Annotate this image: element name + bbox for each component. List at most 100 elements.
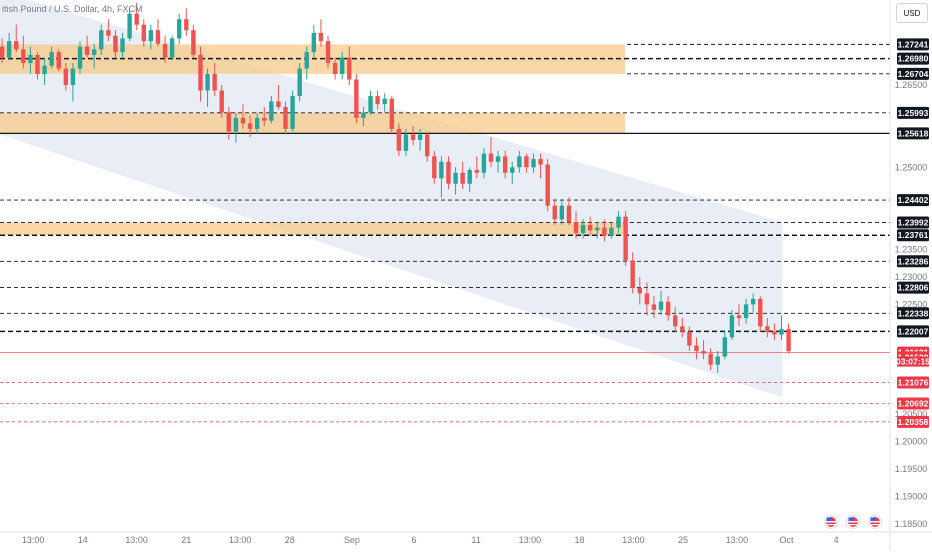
candle-body: [481, 153, 487, 173]
price-tag: 1.23761: [897, 229, 929, 242]
candle: [722, 331, 728, 360]
candle: [141, 19, 146, 47]
candle: [375, 90, 380, 110]
price-tag-box: [897, 194, 929, 207]
candle: [155, 19, 161, 47]
candle-body: [687, 331, 692, 346]
y-tick-label: 1.26500: [895, 80, 928, 90]
candle-body: [495, 156, 501, 162]
price-tag: 1.21076: [897, 376, 929, 389]
candle: [177, 13, 182, 44]
candle: [191, 24, 196, 58]
candle: [566, 197, 572, 225]
price-tag: 1.23992: [897, 216, 929, 229]
candle: [616, 211, 621, 234]
candle-body: [332, 63, 338, 75]
candle-body: [665, 301, 671, 316]
candle-body: [765, 326, 770, 332]
candle-body: [325, 41, 331, 64]
candle: [254, 112, 260, 135]
candle-body: [559, 205, 565, 220]
candle: [113, 30, 118, 58]
candle: [743, 298, 749, 324]
candle: [439, 156, 444, 198]
candle-body: [545, 164, 550, 206]
candle: [269, 95, 274, 124]
candle-body: [701, 351, 706, 354]
candle: [56, 49, 61, 72]
candle: [587, 216, 593, 236]
candle: [680, 318, 685, 338]
candle-body: [616, 216, 621, 228]
candle-body: [566, 205, 572, 223]
candle: [325, 35, 331, 69]
candle-body: [460, 172, 465, 184]
y-tick-label: 1.20000: [895, 437, 928, 447]
candle: [495, 150, 501, 173]
candle: [21, 35, 26, 69]
candle-body: [91, 49, 97, 55]
x-tick-label: 21: [181, 535, 191, 545]
candle-body: [658, 301, 664, 310]
candle-body: [127, 13, 132, 39]
y-tick-label: 1.23500: [895, 245, 928, 255]
candle: [665, 296, 671, 321]
candle: [389, 95, 394, 135]
candle: [715, 351, 720, 373]
price-tag: 1.26980: [897, 52, 929, 65]
candle-body: [106, 30, 111, 36]
candle: [169, 35, 175, 61]
flag-stripe: [870, 524, 880, 526]
x-tick-label: 13:00: [125, 535, 148, 545]
candle: [42, 57, 47, 86]
candle: [148, 24, 154, 50]
price-tag: 1.23286: [897, 255, 929, 268]
candle-body: [410, 134, 416, 140]
candle: [318, 19, 324, 47]
candle: [453, 167, 458, 195]
candle: [297, 63, 302, 102]
candle-body: [538, 159, 543, 165]
candle: [77, 41, 83, 75]
candle-body: [318, 32, 324, 42]
candle: [467, 167, 472, 192]
price-tag-label: 1.26704: [898, 69, 929, 79]
candle: [446, 156, 451, 190]
candle: [262, 106, 267, 127]
price-tag: 1.22806: [897, 281, 929, 294]
us-flag-icon[interactable]: [824, 515, 838, 529]
us-flag-icon[interactable]: [846, 515, 860, 529]
candle-body: [552, 205, 557, 220]
candle-body: [389, 98, 394, 129]
candle-body: [673, 315, 678, 327]
us-flag-icon[interactable]: [868, 515, 882, 529]
candle: [765, 318, 770, 338]
currency-button[interactable]: USD: [896, 3, 928, 23]
candle-body: [587, 224, 593, 231]
price-tag: 1.22338: [897, 307, 929, 320]
candle: [28, 46, 33, 75]
candle: [354, 74, 359, 124]
candle-body: [247, 123, 253, 129]
candle: [247, 115, 253, 138]
price-tag-box: [897, 127, 929, 140]
candle-body: [368, 95, 373, 113]
candle-body: [134, 13, 139, 25]
candle-body: [212, 74, 217, 91]
candle-body: [219, 90, 224, 113]
candle: [772, 323, 777, 341]
candle-body: [580, 224, 586, 234]
price-tag-label: 1.23286: [898, 256, 929, 266]
candle: [474, 156, 480, 179]
candle: [14, 24, 19, 53]
x-tick-label: 11: [471, 535, 480, 545]
candle-body: [297, 68, 302, 96]
candle-body: [339, 57, 345, 75]
countdown-tag: 03:07:15: [896, 356, 930, 367]
candle-body: [262, 117, 267, 121]
x-tick-label: 4: [834, 535, 839, 545]
candle-body: [361, 112, 366, 118]
candle: [460, 161, 465, 190]
